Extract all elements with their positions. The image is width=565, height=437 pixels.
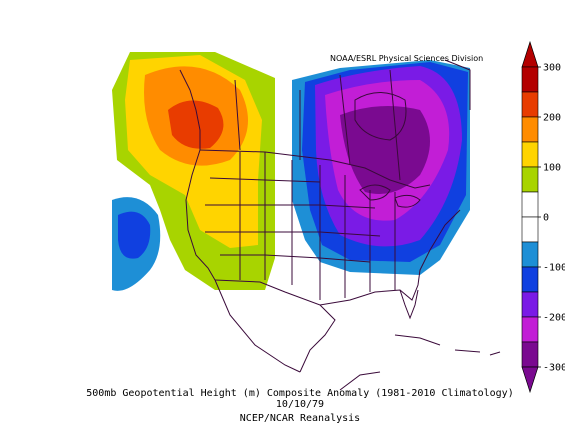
colorbar-bin [521, 291, 539, 318]
colorbar-bin [521, 91, 539, 118]
colorbar-tick-label: 300 [543, 63, 561, 74]
colorbar-bin [521, 241, 539, 268]
colorbar-bin [521, 216, 539, 243]
map-title: 500mb Geopotential Height (m) Composite … [86, 388, 514, 399]
colorbar-tick-label: 200 [543, 113, 561, 124]
colorbar-bin [521, 316, 539, 343]
colorbar-tick-label: 100 [543, 163, 561, 174]
colorbar-tick-label: -200 [543, 313, 565, 324]
colorbar-bin [521, 191, 539, 218]
colorbar-bin [521, 66, 539, 93]
colorbar-bin [521, 141, 539, 168]
negative-anomaly-region [292, 60, 470, 275]
colorbar-tick-label: -300 [543, 363, 565, 374]
colorbar-bottom-arrow [521, 366, 539, 394]
colorbar-top-arrow [521, 40, 539, 68]
data-source: NCEP/NCAR Reanalysis [239, 413, 361, 424]
map-boundaries [179, 59, 501, 391]
colorbar-bin [521, 166, 539, 193]
map-date: 10/10/79 [275, 399, 325, 410]
colorbar-tick-label: 0 [543, 213, 549, 224]
pacific-negative-anomaly [112, 197, 161, 291]
data-credit: NOAA/ESRL Physical Sciences Division [330, 54, 484, 63]
colorbar-bin [521, 341, 539, 368]
colorbar-bin [521, 266, 539, 293]
colorbar: 300 200 100 0 -100 -200 -300 [521, 40, 565, 394]
colorbar-bin [521, 116, 539, 143]
colorbar-tick-label: -100 [543, 263, 565, 274]
